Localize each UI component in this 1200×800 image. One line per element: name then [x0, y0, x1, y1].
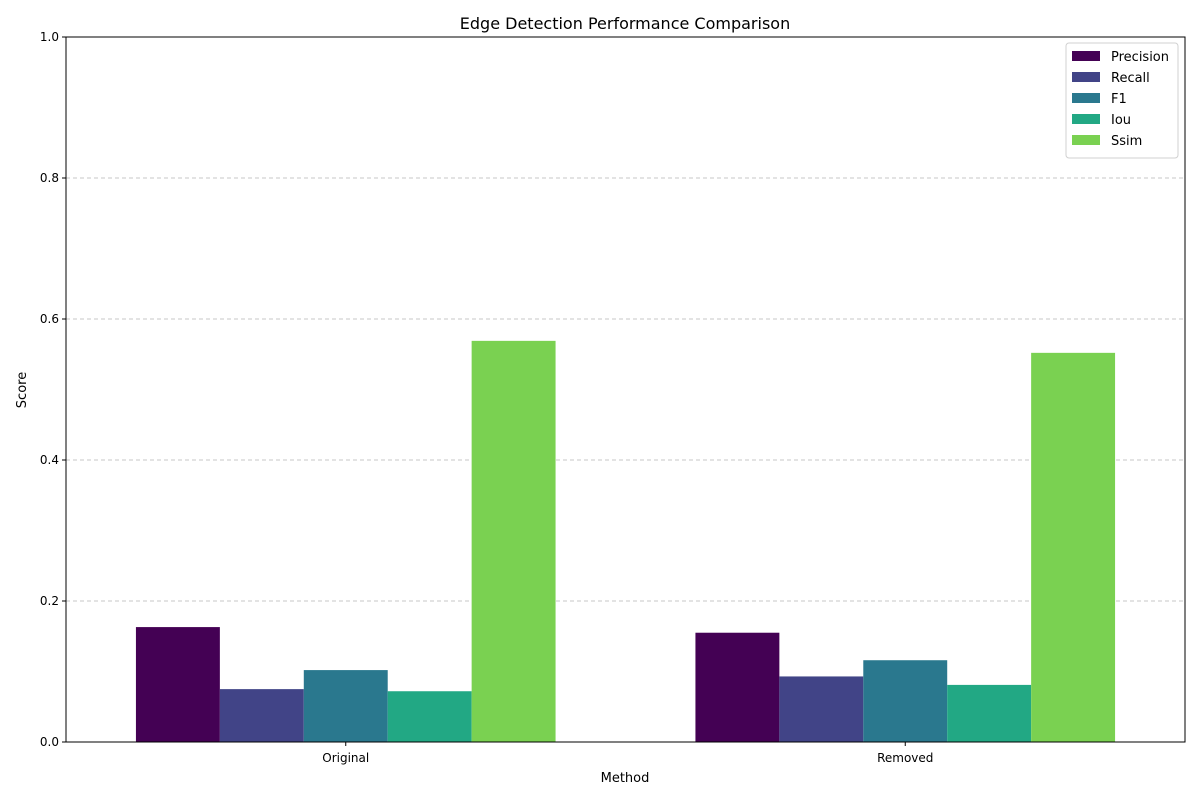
legend-label-recall: Recall [1111, 71, 1150, 86]
plot-area [65, 36, 1186, 743]
bar-ssim-original [471, 340, 556, 742]
bar-recall-original [219, 689, 304, 742]
legend-swatch-ssim [1072, 135, 1100, 145]
x-tick-label: Removed [877, 751, 933, 765]
bar-f1-removed [863, 660, 948, 742]
x-axis: Original Removed [322, 742, 933, 765]
bars [135, 340, 1116, 742]
y-tick-label: 0.8 [40, 171, 59, 185]
legend-swatch-recall [1072, 72, 1100, 82]
legend-label-precision: Precision [1111, 50, 1169, 65]
y-tick-label: 0.6 [40, 312, 59, 326]
y-tick-label: 1.0 [40, 30, 59, 44]
legend-swatch-iou [1072, 114, 1100, 124]
legend-swatch-f1 [1072, 93, 1100, 103]
bar-precision-original [135, 627, 220, 742]
y-axis-label: Score [15, 372, 30, 408]
bar-recall-removed [779, 676, 864, 742]
bar-iou-original [387, 691, 472, 742]
y-tick-label: 0.4 [40, 453, 59, 467]
legend-box [1065, 42, 1179, 159]
x-axis-label: Method [601, 771, 650, 786]
grid-lines [66, 177, 1185, 602]
y-axis: 0.0 0.2 0.4 0.6 0.8 1.0 [40, 30, 66, 749]
bar-iou-removed [947, 684, 1032, 742]
chart-title: Edge Detection Performance Comparison [460, 14, 790, 33]
y-tick-label: 0.2 [40, 594, 59, 608]
legend-label-ssim: Ssim [1111, 134, 1142, 149]
legend-label-iou: Iou [1111, 113, 1131, 128]
x-tick-label: Original [322, 751, 369, 765]
legend: Precision Recall F1 Iou Ssim [1065, 42, 1179, 159]
bar-ssim-removed [1031, 352, 1116, 742]
y-tick-label: 0.0 [40, 735, 59, 749]
bar-precision-removed [695, 632, 780, 742]
legend-swatch-precision [1072, 51, 1100, 61]
legend-label-f1: F1 [1111, 92, 1127, 107]
bar-f1-original [303, 670, 388, 742]
